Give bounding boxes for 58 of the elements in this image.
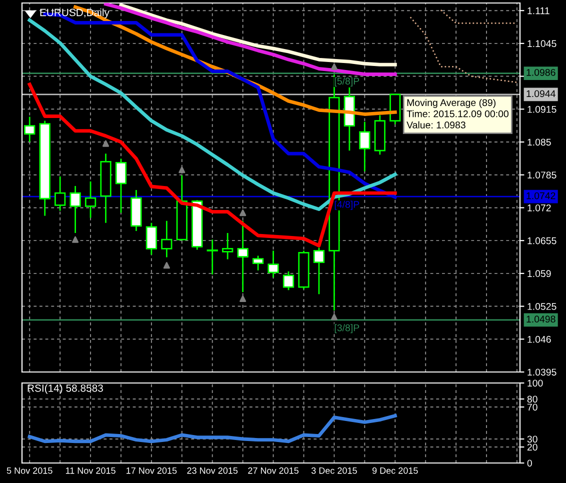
x-tick-label: 5 Nov 2015 bbox=[6, 467, 52, 474]
candlestick bbox=[268, 250, 279, 278]
ref-line-label: 1.0498 bbox=[526, 316, 556, 323]
x-tick-label: 9 Dec 2015 bbox=[372, 467, 418, 474]
y-tick-label: 20 bbox=[527, 444, 538, 451]
annotation: [4/8]P bbox=[334, 200, 360, 210]
y-tick-label: 1.0395 bbox=[528, 368, 556, 376]
candlestick bbox=[146, 222, 158, 256]
candlestick bbox=[161, 220, 172, 258]
line-series bbox=[28, 414, 397, 444]
point bbox=[72, 236, 79, 243]
y-tick-label: 30 bbox=[527, 436, 538, 443]
y-tick-label: 1.0525 bbox=[528, 303, 556, 310]
candlestick bbox=[70, 185, 81, 234]
ref-line-label: 1.0986 bbox=[526, 68, 556, 76]
y-tick-label: 70 bbox=[527, 404, 538, 411]
candlestick bbox=[359, 121, 370, 172]
candlestick bbox=[252, 255, 264, 272]
candlestick bbox=[84, 180, 96, 219]
y-tick-label: 100 bbox=[528, 380, 543, 387]
point bbox=[163, 262, 170, 269]
x-tick-label: 11 Nov 2015 bbox=[66, 467, 116, 474]
candlestick bbox=[313, 246, 325, 295]
point bbox=[330, 314, 338, 320]
point bbox=[240, 295, 246, 302]
x-tick-label: 17 Nov 2015 bbox=[126, 467, 177, 474]
point bbox=[178, 166, 186, 174]
y-tick-label: 1.0785 bbox=[528, 172, 556, 178]
y-tick-label: 1.0655 bbox=[528, 237, 556, 244]
ref-line-label: 1.0742 bbox=[526, 192, 556, 200]
candlestick bbox=[237, 220, 248, 293]
candlestick bbox=[115, 158, 127, 214]
point bbox=[102, 140, 110, 147]
annotation: [3/8]P bbox=[334, 324, 360, 334]
y-tick-label: 1.059 bbox=[528, 270, 551, 278]
chart-title: RSI(14) 58.8583 bbox=[28, 384, 103, 394]
line-series bbox=[410, 16, 518, 84]
point bbox=[240, 209, 246, 216]
x-tick-label: 23 Nov 2015 bbox=[187, 467, 238, 474]
point bbox=[330, 63, 338, 70]
x-tick-label: 3 Dec 2015 bbox=[311, 467, 357, 474]
candlestick bbox=[222, 232, 234, 260]
y-tick-label: 1.085 bbox=[528, 138, 551, 146]
y-tick-label: 1.072 bbox=[528, 204, 551, 212]
y-tick-label: 80 bbox=[527, 396, 538, 403]
y-tick-label: 1.046 bbox=[528, 336, 551, 343]
line-series bbox=[119, 3, 397, 66]
candlestick bbox=[54, 176, 66, 212]
y-tick-label: 0 bbox=[527, 460, 532, 467]
y-tick-label: 1.1045 bbox=[528, 40, 556, 48]
annotation: Moving Average (89) Time: 2015.12.09 00:00 Value: 1.0983 bbox=[406, 98, 508, 128]
ref-line-label: 1.0944 bbox=[526, 90, 556, 98]
x-tick-label: 27 Nov 2015 bbox=[248, 467, 299, 474]
y-tick-label: 1.111 bbox=[528, 7, 550, 14]
y-tick-label: 1.0915 bbox=[528, 106, 556, 113]
candlestick bbox=[282, 270, 294, 291]
candlestick bbox=[206, 238, 218, 276]
annotation: [5/8]P bbox=[334, 77, 360, 86]
